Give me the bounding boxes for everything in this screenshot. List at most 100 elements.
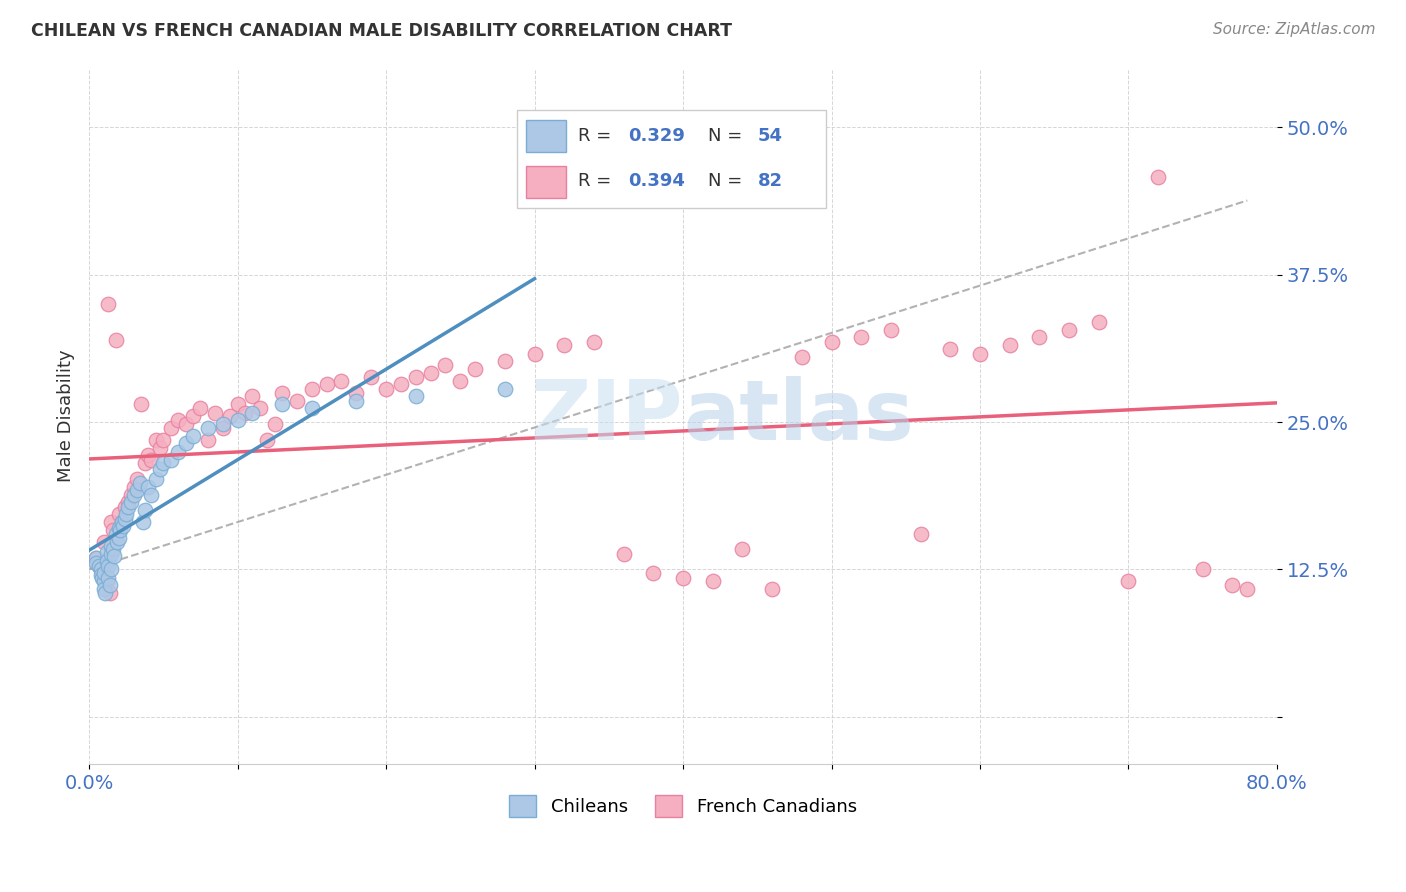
Point xyxy=(117,500,139,514)
Point xyxy=(100,547,122,561)
Point xyxy=(643,566,665,580)
Point xyxy=(114,500,136,514)
Point xyxy=(761,582,783,597)
Point xyxy=(494,382,516,396)
Point xyxy=(285,393,308,408)
Point xyxy=(1028,330,1050,344)
Point xyxy=(98,577,121,591)
Point xyxy=(820,334,842,349)
Point xyxy=(301,401,323,415)
Point xyxy=(360,370,382,384)
Point xyxy=(159,452,181,467)
Point xyxy=(97,558,120,573)
Point xyxy=(110,524,132,538)
Point xyxy=(939,342,962,356)
Point xyxy=(174,436,197,450)
Point xyxy=(1191,562,1213,576)
Point xyxy=(90,562,112,576)
Point xyxy=(96,554,118,568)
Point xyxy=(120,488,142,502)
Point xyxy=(190,401,212,415)
Point xyxy=(271,397,294,411)
Point xyxy=(702,574,724,589)
Point xyxy=(100,562,122,576)
Point xyxy=(375,382,398,396)
Point xyxy=(211,417,233,432)
Point xyxy=(242,406,264,420)
Point xyxy=(149,462,172,476)
Point xyxy=(174,417,197,432)
Point xyxy=(405,370,427,384)
Text: atlas: atlas xyxy=(683,376,914,457)
Point xyxy=(86,550,108,565)
Legend: Chileans, French Canadians: Chileans, French Canadians xyxy=(502,788,863,824)
Point xyxy=(101,524,124,538)
Point xyxy=(125,483,148,498)
Point xyxy=(104,527,127,541)
Point xyxy=(91,571,114,585)
Point xyxy=(101,542,124,557)
Point xyxy=(880,323,903,337)
Point xyxy=(117,495,139,509)
Point xyxy=(181,409,204,424)
Point xyxy=(256,433,278,447)
Point xyxy=(125,472,148,486)
Point xyxy=(301,382,323,396)
Point xyxy=(464,362,486,376)
Point xyxy=(219,409,242,424)
Point xyxy=(419,366,441,380)
Point xyxy=(672,571,695,585)
Point xyxy=(315,377,337,392)
Point xyxy=(152,433,174,447)
Point xyxy=(131,515,153,529)
Point xyxy=(263,417,285,432)
Point xyxy=(111,515,134,529)
Point xyxy=(1057,323,1080,337)
Point xyxy=(100,539,122,553)
Point xyxy=(134,503,156,517)
Point xyxy=(167,444,190,458)
Point xyxy=(197,421,219,435)
Point xyxy=(87,557,110,571)
Point xyxy=(120,495,142,509)
Point xyxy=(97,571,120,585)
Point xyxy=(93,574,115,589)
Point xyxy=(211,421,233,435)
Point xyxy=(98,586,121,600)
Point xyxy=(93,566,115,580)
Point xyxy=(494,353,516,368)
Point xyxy=(851,330,873,344)
Text: CHILEAN VS FRENCH CANADIAN MALE DISABILITY CORRELATION CHART: CHILEAN VS FRENCH CANADIAN MALE DISABILI… xyxy=(31,22,733,40)
Point xyxy=(93,535,115,549)
Point xyxy=(449,374,471,388)
Point xyxy=(344,393,367,408)
Point xyxy=(104,333,127,347)
Point xyxy=(103,549,125,564)
Point xyxy=(434,359,457,373)
Point xyxy=(167,413,190,427)
Point xyxy=(1087,315,1109,329)
Point xyxy=(138,480,160,494)
Point xyxy=(226,397,249,411)
Point xyxy=(128,476,150,491)
Point xyxy=(145,433,167,447)
Point xyxy=(94,571,117,585)
Point xyxy=(1236,582,1258,597)
Point xyxy=(553,338,575,352)
Point xyxy=(249,401,271,415)
Point xyxy=(89,558,111,573)
Point xyxy=(86,550,108,565)
Point xyxy=(1118,574,1140,589)
Point xyxy=(233,406,256,420)
Point xyxy=(93,582,115,597)
Point xyxy=(129,397,152,411)
Point xyxy=(107,521,129,535)
Point xyxy=(112,518,135,533)
Point xyxy=(181,429,204,443)
Point xyxy=(1222,577,1244,591)
Point xyxy=(330,374,353,388)
Point xyxy=(138,448,160,462)
Point xyxy=(204,406,226,420)
Point xyxy=(582,334,605,349)
Point xyxy=(141,488,163,502)
